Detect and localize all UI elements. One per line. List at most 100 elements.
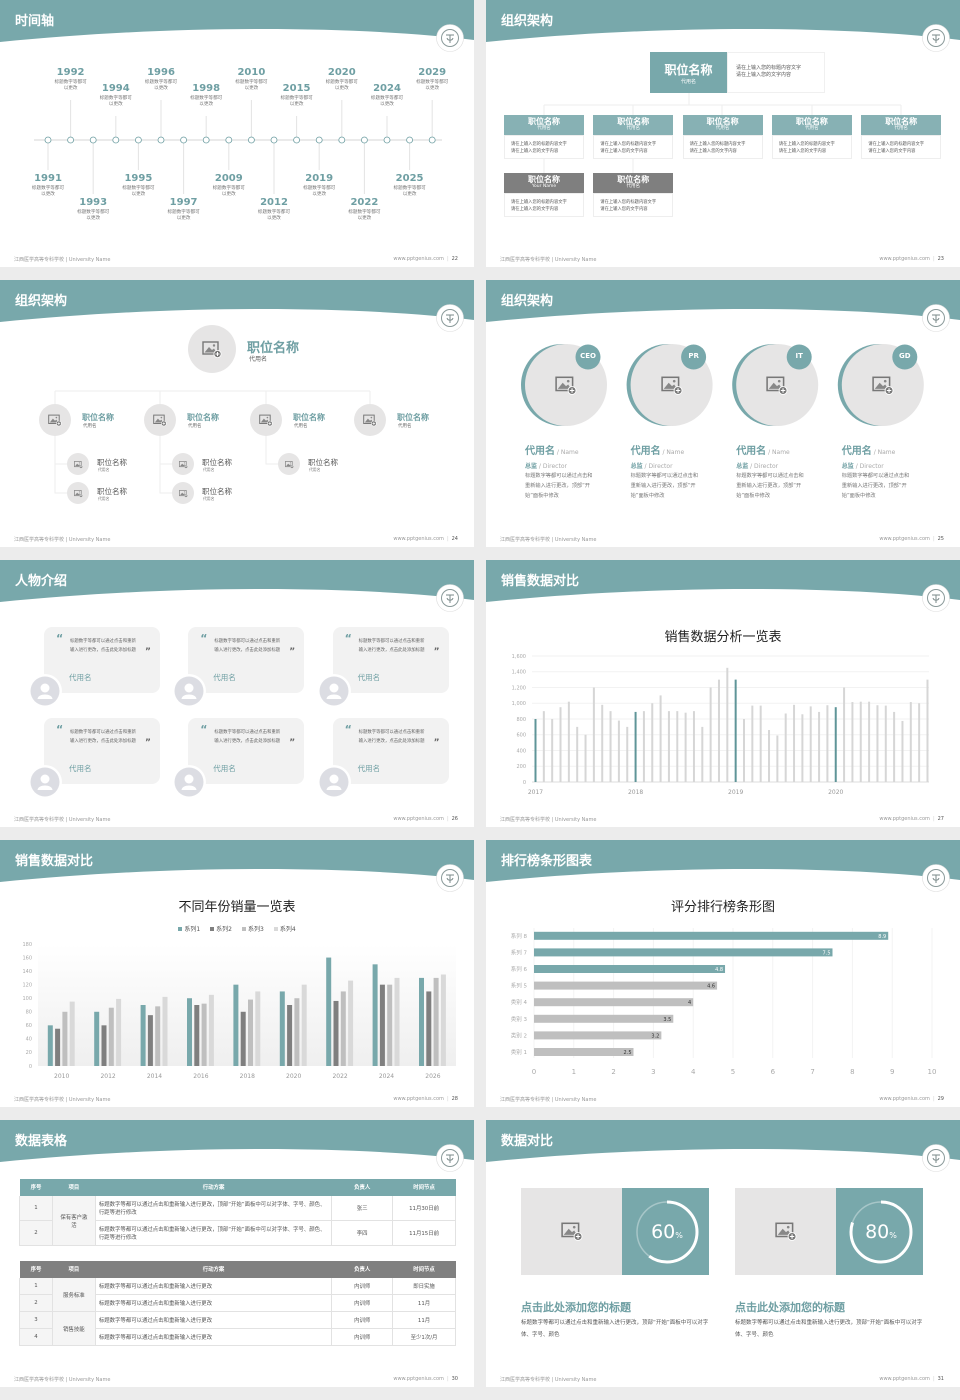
photo-circle-small (172, 453, 194, 475)
timeline-node (383, 136, 391, 144)
desc-line: 请在上输入您的文字内容 (736, 72, 792, 78)
shape (786, 1225, 790, 1229)
x-tick-label: 8 (850, 1068, 854, 1076)
column-header: 负责人 (354, 1267, 371, 1273)
cell-owner: 内训师 (331, 1328, 394, 1346)
timeline-desc: 标题数字等都可以更改 (370, 96, 404, 107)
shape (555, 376, 574, 392)
header-row: 序号 项目 行动方案 负责人 时间节点 (19, 1260, 456, 1278)
close-quote-icon: ” (145, 738, 151, 748)
open-quote-icon: “ (344, 632, 352, 645)
compare-heading[interactable]: 点击此处添加您的标题 (521, 1301, 631, 1314)
timeline-year: 1992 (56, 67, 85, 78)
open-quote-icon: “ (344, 723, 352, 736)
role-en: / Director (642, 463, 673, 470)
person-quote: 标题数字等都可以通过点击和重新输入进行更改，点击此处添加标题 (214, 730, 281, 744)
divider: | (446, 536, 449, 542)
desc-line: 请在上输入您的文字内容 (600, 207, 648, 212)
slide-title: 组织架构 (15, 294, 68, 309)
open-quote-icon: “ (200, 632, 208, 645)
close-quote-icon: ” (289, 647, 296, 657)
position-desc: 请在上输入您的标题内容文字 请在上输入您的文字内容 (771, 135, 852, 159)
bar (868, 701, 871, 782)
position-desc: 请在上输入您的标题内容文字 请在上输入您的文字内容 (861, 135, 942, 159)
position-title: 职位名称 (795, 117, 828, 126)
bar (208, 994, 214, 1066)
footer-url: www.pptgenius.com (879, 816, 930, 822)
timeline-desc: 标题数字等都可以更改 (31, 186, 65, 197)
photo-circle (354, 404, 386, 436)
footer-right: www.pptgenius.com | 26 (390, 816, 458, 822)
image-placeholder-icon (775, 1222, 797, 1241)
footer-url: www.pptgenius.com (393, 256, 444, 262)
x-tick-label: 10 (928, 1068, 937, 1076)
shape (775, 1222, 794, 1238)
role-cn: 总监 (525, 463, 538, 470)
name-cn: 代用名 (630, 446, 661, 457)
shape (179, 492, 186, 495)
bar (776, 735, 779, 782)
shape (0, 840, 474, 882)
slide-org_boxes: 组织架构 江西医学高等专科学校 | University Name www.pptg… (486, 0, 960, 267)
shape (446, 314, 454, 323)
desc-line: 请在上输入您的文字内容 (778, 149, 827, 154)
cell-owner: 内训师 (331, 1311, 394, 1329)
shape (153, 414, 165, 424)
position-sub: Your Name (531, 184, 557, 189)
position-title: 职位名称 (397, 413, 429, 422)
university-logo (922, 1144, 950, 1172)
shape (184, 494, 187, 497)
avatar (28, 765, 62, 799)
bar (440, 974, 446, 1066)
compare-heading[interactable]: 点击此处添加您的标题 (735, 1301, 845, 1314)
timeline-node (293, 136, 301, 144)
slide-table: 数据表格 江西医学高等专科学校 | University Name www.pptg… (0, 1120, 474, 1387)
bar (419, 977, 424, 1066)
timeline-year: 1997 (169, 197, 198, 208)
bar (818, 711, 821, 782)
shape (372, 422, 376, 425)
cell-no: 2 (19, 1294, 53, 1312)
slide-title: 组织架构 (501, 14, 554, 29)
x-tick-label: 0 (532, 1068, 536, 1076)
user-icon (184, 683, 194, 693)
legend-swatch (273, 927, 278, 931)
x-tick-label: 2018 (240, 1073, 255, 1080)
leaf-title: 职位名称 (97, 487, 127, 496)
legend-item: 系列1 (178, 926, 200, 933)
x-tick-label: 2 (611, 1068, 615, 1076)
legend-item: 系列2 (210, 926, 232, 933)
chart-title: 销售数据分析一览表 (664, 630, 782, 645)
cell-no: 1 (19, 1277, 53, 1295)
category-label: 类别 4 (511, 998, 528, 1006)
name-en: / Name (871, 449, 896, 456)
position-sub: 代用名 (188, 424, 202, 429)
cell-group: 保有客户激活 (51, 1195, 96, 1246)
position-sub: 代用名 (294, 424, 308, 429)
role-cn: 总监 (841, 463, 854, 470)
timeline-desc: 标题数字等都可以更改 (393, 186, 426, 197)
x-tick-label: 9 (890, 1068, 894, 1076)
top-position-box: 职位名称 代用名 (650, 52, 727, 93)
timeline-desc: 标题数字等都可以更改 (348, 210, 381, 221)
bar (893, 711, 896, 782)
bar (909, 702, 912, 782)
category-label: 类别 2 (511, 1031, 527, 1039)
leaf-title: 职位名称 (202, 458, 232, 467)
user-icon (37, 785, 53, 790)
footer-right: www.pptgenius.com | 31 (876, 1376, 944, 1382)
shape (446, 34, 454, 43)
bar (194, 1005, 200, 1066)
divider: | (932, 1096, 935, 1102)
cell-no: 3 (19, 1311, 53, 1329)
shape (927, 1149, 945, 1167)
shape (370, 416, 373, 419)
timeline-desc: 标题数字等都可以更改 (190, 96, 223, 107)
image-placeholder-icon (202, 341, 222, 358)
slide-title: 数据对比 (501, 1134, 554, 1149)
person-card (332, 718, 449, 784)
shape (575, 1234, 581, 1239)
column-header: 序号 (30, 1267, 42, 1273)
image-placeholder-icon (284, 460, 294, 469)
user-icon (326, 694, 342, 699)
